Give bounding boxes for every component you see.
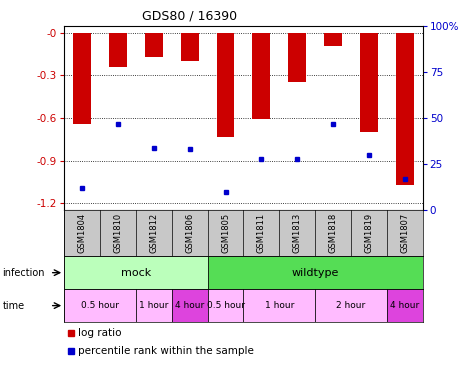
Bar <box>315 289 387 322</box>
Bar <box>288 33 306 82</box>
Text: GSM1818: GSM1818 <box>329 213 338 253</box>
Bar <box>324 33 342 45</box>
Bar <box>64 256 208 289</box>
Text: GSM1804: GSM1804 <box>77 213 86 253</box>
Bar <box>252 33 270 119</box>
Bar <box>109 33 127 67</box>
Bar <box>387 289 423 322</box>
Text: time: time <box>2 300 25 311</box>
Text: GDS80 / 16390: GDS80 / 16390 <box>142 9 238 22</box>
Text: 4 hour: 4 hour <box>175 301 204 310</box>
Bar <box>64 289 136 322</box>
Text: 0.5 hour: 0.5 hour <box>81 301 119 310</box>
Text: GSM1806: GSM1806 <box>185 213 194 253</box>
Text: infection: infection <box>2 268 45 278</box>
Bar <box>73 33 91 124</box>
Bar <box>180 33 199 61</box>
Text: GSM1810: GSM1810 <box>114 213 123 253</box>
Bar <box>360 33 378 132</box>
Text: 0.5 hour: 0.5 hour <box>207 301 245 310</box>
Text: percentile rank within the sample: percentile rank within the sample <box>78 346 254 356</box>
Text: GSM1813: GSM1813 <box>293 213 302 253</box>
Bar <box>136 289 172 322</box>
Bar <box>244 289 315 322</box>
Text: mock: mock <box>121 268 151 278</box>
Bar <box>217 33 235 137</box>
Bar <box>208 256 423 289</box>
Text: GSM1812: GSM1812 <box>149 213 158 253</box>
Bar <box>208 289 244 322</box>
Text: GSM1807: GSM1807 <box>400 213 409 253</box>
Bar <box>145 33 163 57</box>
Text: GSM1819: GSM1819 <box>364 213 373 253</box>
Text: wildtype: wildtype <box>292 268 339 278</box>
Text: GSM1805: GSM1805 <box>221 213 230 253</box>
Text: log ratio: log ratio <box>78 328 122 338</box>
Text: 1 hour: 1 hour <box>139 301 169 310</box>
Text: GSM1811: GSM1811 <box>257 213 266 253</box>
Text: 1 hour: 1 hour <box>265 301 294 310</box>
Text: 2 hour: 2 hour <box>336 301 366 310</box>
Text: 4 hour: 4 hour <box>390 301 419 310</box>
Bar <box>396 33 414 185</box>
Bar <box>172 289 208 322</box>
